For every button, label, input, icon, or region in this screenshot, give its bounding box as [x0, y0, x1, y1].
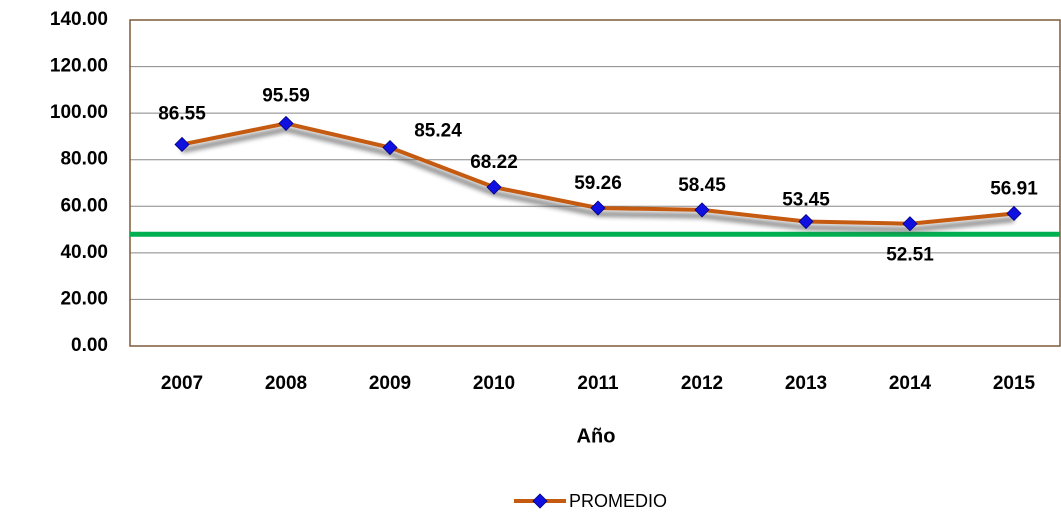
marker [798, 213, 814, 230]
y-tick-label: 80.00 [60, 149, 108, 170]
data-label: 58.45 [678, 175, 726, 196]
data-label: 53.45 [782, 190, 830, 211]
plot-frame [129, 19, 1061, 347]
y-tick-label: 20.00 [60, 288, 108, 309]
marker [382, 139, 398, 156]
x-tick-label: 2015 [993, 373, 1036, 394]
y-tick-label: 40.00 [60, 242, 108, 263]
data-label: 85.24 [414, 121, 462, 142]
x-tick-label: 2011 [577, 373, 619, 394]
x-tick-label: 2010 [473, 373, 515, 394]
y-tick-label: 60.00 [60, 195, 108, 216]
marker [486, 179, 502, 195]
x-tick-label: 2008 [265, 373, 307, 394]
marker [694, 202, 710, 218]
data-label: 86.55 [158, 103, 206, 124]
marker [174, 136, 190, 153]
data-label: 68.22 [470, 152, 518, 173]
y-tick-label: 120.00 [50, 56, 108, 77]
legend-label: PROMEDIO [569, 491, 667, 511]
x-tick-label: 2014 [889, 373, 932, 394]
y-tick-label: 100.00 [50, 102, 108, 123]
data-label: 95.59 [262, 85, 310, 106]
y-tick-label: 0.00 [71, 335, 108, 356]
x-tick-label: 2007 [161, 373, 203, 394]
x-tick-label: 2013 [785, 373, 827, 394]
x-axis-title: Año [577, 425, 616, 447]
y-tick-label: 140.00 [50, 9, 108, 30]
marker [590, 200, 606, 216]
x-tick-label: 2009 [369, 373, 411, 394]
marker [902, 216, 918, 232]
legend-marker [532, 493, 548, 509]
marker [1006, 205, 1022, 222]
data-label: 59.26 [574, 173, 622, 194]
data-label: 56.91 [990, 178, 1038, 199]
data-label: 52.51 [886, 245, 934, 266]
x-tick-label: 2012 [681, 373, 723, 394]
marker [278, 115, 294, 131]
